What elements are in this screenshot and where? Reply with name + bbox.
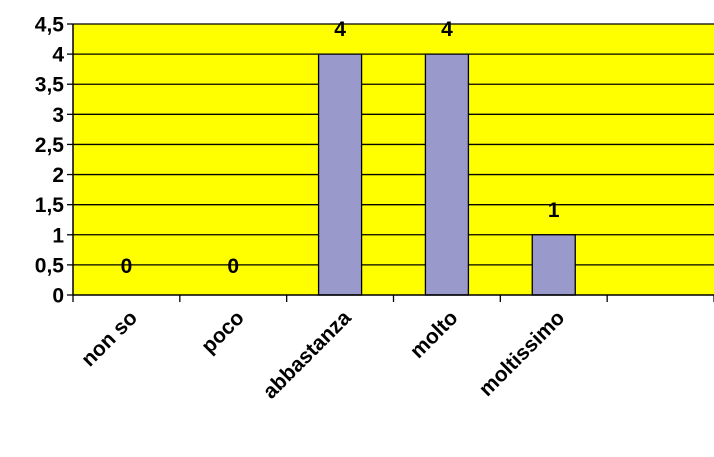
- y-tick-label: 0: [52, 285, 64, 308]
- bars: [317, 53, 576, 296]
- y-tick-label: 2: [52, 164, 64, 187]
- y-tick-label: 0,5: [35, 254, 65, 277]
- data-labels: 0 0 4 4 1: [121, 18, 560, 278]
- axes: [67, 23, 714, 302]
- data-label: 4: [441, 18, 453, 41]
- y-tick-label: 1,5: [35, 194, 65, 217]
- gridlines: [73, 23, 714, 266]
- x-axis-category-labels: non so poco abbastanza molto moltissimo: [77, 306, 569, 403]
- y-tick-label: 1: [52, 224, 64, 247]
- data-label: 0: [121, 255, 133, 278]
- y-tick-label: 4,5: [35, 14, 65, 37]
- y-axis-tick-labels: 0 0,5 1 1,5 2 2,5 3 3,5 4 4,5: [35, 14, 65, 308]
- bar-abbastanza: [317, 53, 363, 296]
- x-category-label: abbastanza: [258, 306, 355, 403]
- bar-moltissimo: [531, 234, 576, 296]
- data-label: 4: [334, 18, 346, 41]
- x-category-label: moltissimo: [475, 306, 570, 401]
- x-category-label: poco: [197, 306, 249, 358]
- data-label: 0: [227, 255, 239, 278]
- y-tick-label: 3,5: [35, 74, 65, 97]
- bar-molto: [424, 53, 470, 296]
- data-label: 1: [548, 199, 560, 222]
- plot-area: [73, 24, 714, 295]
- x-category-label: non so: [77, 306, 142, 371]
- y-tick-label: 3: [52, 104, 64, 127]
- x-category-label: molto: [406, 306, 463, 363]
- y-tick-label: 2,5: [35, 134, 65, 157]
- y-tick-label: 4: [52, 44, 64, 67]
